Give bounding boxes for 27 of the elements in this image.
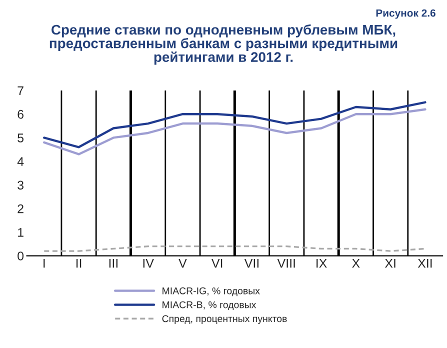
x-tick-label: XII	[418, 259, 432, 268]
legend-label: MIACR-B, % годовых	[162, 301, 256, 310]
x-tick-label: XI	[384, 259, 396, 268]
y-tick-label: 4	[17, 157, 24, 166]
x-tick-label: VIII	[277, 259, 295, 268]
text: Рисунок 2.6	[376, 9, 436, 19]
y-tick-label: 1	[18, 228, 24, 237]
x-tick-label: X	[352, 259, 360, 268]
y-tick-label: 3	[18, 180, 24, 190]
x-tick-label: II	[76, 259, 82, 268]
x-tick-label: VII	[244, 259, 258, 268]
line-series	[43, 108, 426, 156]
legend-label: MIACR-IG, % годовых	[162, 287, 260, 296]
legend-label: Спред, процентных пунктов	[162, 315, 287, 324]
x-tick-label: III	[109, 259, 118, 268]
chart-title: Средние ставки по однодневным рублевым МБК, предоставленным банкам с разными кредитными рейтингами в 2012 г.	[50, 24, 398, 65]
x-tick-label: I	[44, 259, 45, 268]
y-tick-label: 5	[18, 134, 24, 142]
x-tick-label: VI	[212, 259, 222, 268]
y-tick-label: 7	[18, 86, 24, 96]
x-tick-label: IX	[316, 259, 327, 268]
x-tick-label: V	[178, 259, 187, 268]
y-tick-label: 6	[18, 110, 24, 119]
y-tick-label: 0	[18, 252, 24, 260]
line-series	[43, 101, 426, 148]
y-tick-label: 2	[18, 204, 24, 214]
x-tick-label: IV	[143, 259, 154, 268]
